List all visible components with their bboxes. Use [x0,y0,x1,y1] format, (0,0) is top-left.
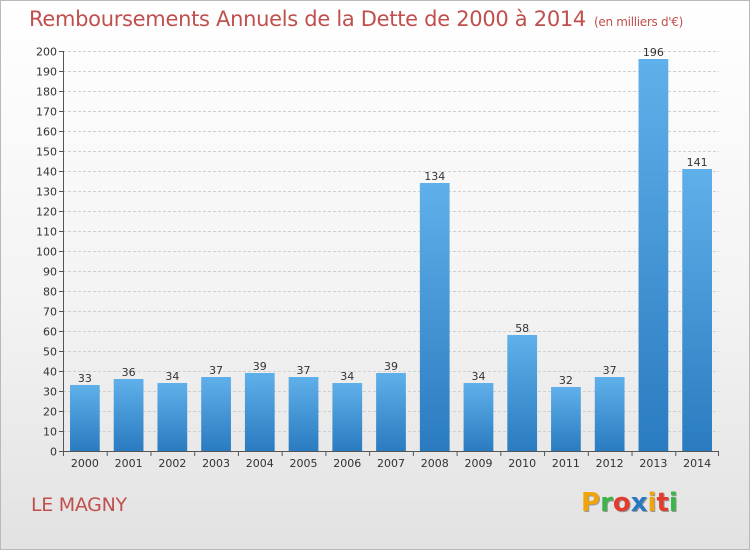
x-tick-label-2006: 2006 [333,457,361,470]
y-tick-label: 10 [43,426,57,439]
bar-2005 [288,377,319,451]
bar-2007 [376,373,406,451]
x-tick-label-2003: 2003 [202,457,230,470]
y-tick-label: 150 [36,146,57,159]
x-tick-label-2007: 2007 [377,457,405,470]
y-tick-label: 110 [36,226,57,239]
value-label-2002: 34 [165,370,179,383]
y-tick-label: 140 [36,166,57,179]
y-tick-label: 130 [36,186,57,199]
y-tick-label: 160 [36,126,57,139]
y-tick-label: 0 [50,446,57,459]
y-tick-label: 40 [43,366,57,379]
x-tick-label-2011: 2011 [552,457,580,470]
y-tick-label: 70 [43,306,57,319]
bars [69,59,713,451]
bar-2012 [594,377,625,451]
value-label-2014: 141 [687,156,708,169]
bar-2003 [201,377,231,451]
bar-2002 [157,383,188,451]
bar-2004 [244,373,275,451]
bar-2013 [638,59,669,451]
y-tick-label: 30 [43,386,57,399]
bar-2006 [332,383,363,451]
x-tick-label-2010: 2010 [508,457,536,470]
logo-letter: i [668,488,678,518]
y-tick-label: 90 [43,266,57,279]
bar-2010 [507,335,538,451]
chart-title: Remboursements Annuels de la Dette de 20… [29,7,683,31]
value-label-2005: 37 [297,364,311,377]
logo-letter: o [612,488,631,518]
proxiti-logo: Proxiti [581,488,678,518]
y-tick-label: 80 [43,286,57,299]
logo-letter: x [630,488,648,518]
bar-2001 [113,379,144,451]
x-tick-label-2004: 2004 [246,457,274,470]
x-tick-label-2001: 2001 [115,457,143,470]
x-tick-label-2002: 2002 [158,457,186,470]
value-label-2012: 37 [603,364,617,377]
y-tick-label: 190 [36,66,57,79]
value-label-2010: 58 [515,322,529,335]
y-tick-label: 50 [43,346,57,359]
value-label-2004: 39 [253,360,267,373]
value-label-2001: 36 [122,366,136,379]
chart-title-text: Remboursements Annuels de la Dette de 20… [29,7,586,31]
logo-letter: r [600,488,613,518]
value-label-2000: 33 [78,372,92,385]
x-tick-label-2005: 2005 [290,457,318,470]
value-label-2013: 196 [643,46,664,59]
logo-letter: t [656,488,669,518]
bar-2008 [419,183,450,451]
x-tick-label-2000: 2000 [71,457,99,470]
y-tick-label: 170 [36,106,57,119]
x-tick-label-2013: 2013 [639,457,667,470]
value-label-2003: 37 [209,364,223,377]
bar-2014 [682,169,713,451]
value-label-2009: 34 [471,370,485,383]
commune-name: LE MAGNY [31,494,127,516]
labels: 0 10 20 30 40 50 60 70 80 90 100 110 120 130 140 150 160… [36,46,711,471]
logo-letter: i [647,488,657,518]
y-tick-label: 120 [36,206,57,219]
axes [59,51,719,456]
y-tick-label: 180 [36,86,57,99]
value-label-2007: 39 [384,360,398,373]
y-tick-label: 200 [36,46,57,59]
value-label-2008: 134 [424,170,445,183]
y-tick-label: 100 [36,246,57,259]
x-tick-label-2008: 2008 [421,457,449,470]
x-tick-label-2014: 2014 [683,457,711,470]
bar-2009 [463,383,494,451]
x-tick-label-2009: 2009 [464,457,492,470]
value-label-2011: 32 [559,374,573,387]
chart-unit-note: (en milliers d'€) [594,15,684,29]
value-label-2006: 34 [340,370,354,383]
x-tick-label-2012: 2012 [596,457,624,470]
bar-2000 [69,385,100,451]
logo-letter: P [581,488,601,518]
y-tick-label: 60 [43,326,57,339]
bar-2011 [551,387,581,451]
y-tick-label: 20 [43,406,57,419]
